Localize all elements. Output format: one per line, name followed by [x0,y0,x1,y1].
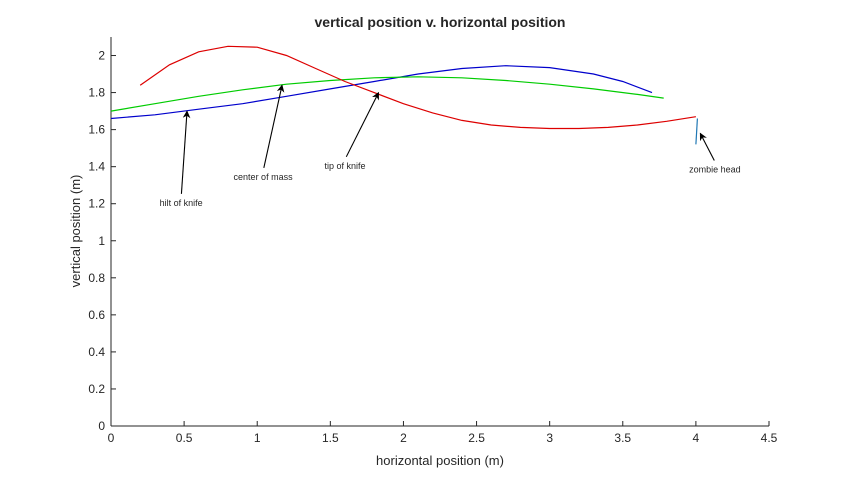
y-tick-label: 1.8 [88,86,105,100]
x-tick-label: 0 [108,431,115,445]
series-line-0 [110,65,653,120]
annotation-label: tip of knife [324,161,365,171]
series-line-2 [139,45,696,130]
y-axis-label: vertical position (m) [68,175,83,288]
x-tick-label: 2 [400,431,407,445]
plot-area: 0 0.5 1 1.5 2 2.5 3 3.5 4 4.5 0 0.2 0.4 0.6 0.8 1 1.2 1.4… [88,37,778,445]
y-tick-label: 1.2 [88,197,105,211]
annotation-label: zombie head [689,165,741,175]
series-line-3 [695,118,698,145]
x-axis-label: horizontal position (m) [376,453,504,468]
x-tick-label: 1 [254,431,261,445]
chart-title: vertical position v. horizontal position [315,14,566,30]
x-tick-label: 3.5 [614,431,631,445]
y-tick-label: 0 [98,419,105,433]
annotation-label: hilt of knife [160,198,203,208]
x-tick-label: 1.5 [322,431,339,445]
x-tick-label: 0.5 [176,431,193,445]
x-tick-label: 4 [693,431,700,445]
y-tick-label: 1.6 [88,123,105,137]
annotation-arrow [263,84,285,169]
y-tick-label: 0.2 [88,382,105,396]
annotation-arrow [180,110,191,194]
y-tick-label: 1 [98,234,105,248]
x-tick-label: 3 [546,431,553,445]
annotation-label: center of mass [234,172,294,182]
y-tick-label: 0.8 [88,271,105,285]
y-tick-label: 0.4 [88,345,105,359]
x-tick-label: 2.5 [468,431,485,445]
y-tick-label: 0.6 [88,308,105,322]
annotation-arrow [345,91,380,158]
series-line-1 [110,76,664,112]
x-tick-label: 4.5 [761,431,778,445]
y-tick-label: 2 [98,49,105,63]
annotation-arrow [699,132,715,161]
y-tick-label: 1.4 [88,160,105,174]
